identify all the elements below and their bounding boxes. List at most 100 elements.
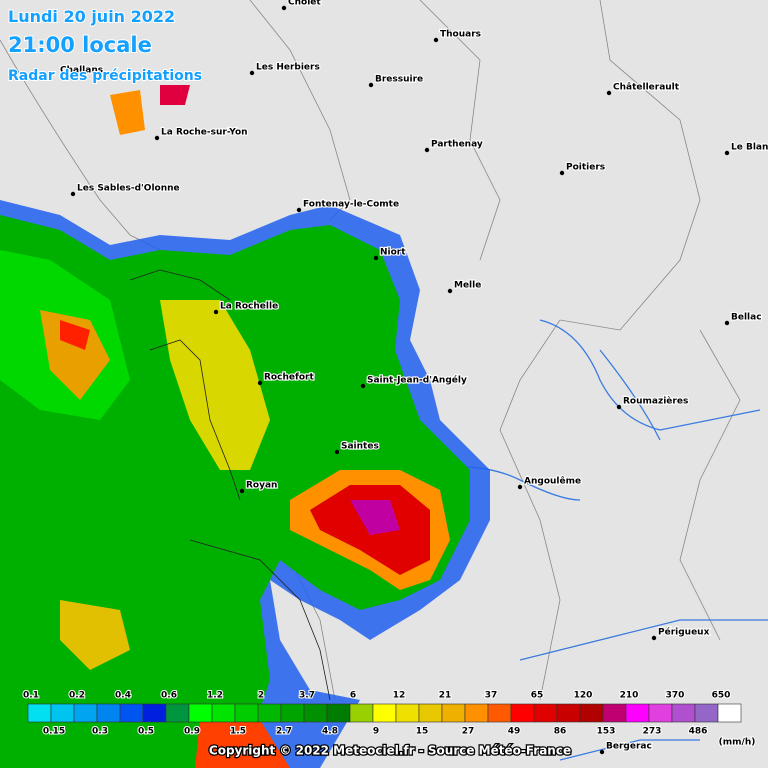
city-label: La Rochelle (220, 302, 278, 312)
city-dot (373, 255, 379, 261)
legend-value: 120 (574, 691, 593, 701)
legend-value: 2.7 (276, 727, 292, 737)
legend-value: 0.1 (23, 691, 39, 701)
legend-swatch (533, 703, 558, 723)
product-title: Radar des précipitations (8, 68, 202, 84)
city-label: Les Herbiers (256, 63, 320, 73)
city-dot (559, 170, 565, 176)
city-dot (296, 207, 302, 213)
city-label: Bressuire (375, 75, 423, 85)
legend-swatch (372, 703, 397, 723)
legend-value: 486 (689, 727, 708, 737)
legend-swatch (671, 703, 696, 723)
legend-value: 6 (350, 691, 356, 701)
legend-swatch (326, 703, 351, 723)
city-label: La Roche-sur-Yon (161, 128, 248, 138)
legend-value: 0.15 (43, 727, 65, 737)
legend-value: 0.2 (69, 691, 85, 701)
legend-value: 9 (373, 727, 379, 737)
legend-value: 0.6 (161, 691, 177, 701)
city-dot (724, 150, 730, 156)
city-label: Les Sables-d'Olonne (77, 184, 180, 194)
legend-swatch (464, 703, 489, 723)
legend-swatch (73, 703, 98, 723)
city-dot (360, 383, 366, 389)
legend-swatch (96, 703, 121, 723)
legend-value: 27 (462, 727, 475, 737)
legend-value: 273 (643, 727, 662, 737)
legend-value: 4.8 (322, 727, 338, 737)
city-dot (651, 635, 657, 641)
radar-echoes (0, 85, 490, 768)
legend-swatch (142, 703, 167, 723)
city-label: Royan (246, 481, 277, 491)
city-dot (368, 82, 374, 88)
date-title: Lundi 20 juin 2022 (8, 7, 175, 26)
legend-unit: (mm/h) (719, 738, 756, 748)
legend-swatch (487, 703, 512, 723)
city-dot (154, 135, 160, 141)
city-dot (249, 70, 255, 76)
city-label: Le Blanc (731, 143, 768, 153)
legend-value: 37 (485, 691, 498, 701)
city-label: Angoulême (524, 476, 581, 487)
legend-swatch (717, 703, 742, 723)
city-label: Bergerac (606, 742, 652, 752)
legend-value: 370 (666, 691, 685, 701)
legend-swatch (257, 703, 282, 723)
city-label: Niort (380, 248, 406, 258)
city-dot (213, 309, 219, 315)
city-dot (606, 90, 612, 96)
legend-value: 21 (439, 691, 452, 701)
cities: Cholet Thouars Challans Les Herbiers Bressui… (59, 0, 768, 755)
legend-value: 2 (258, 691, 264, 701)
legend-value: 65 (531, 691, 544, 701)
city-dot (447, 288, 453, 294)
legend-swatch (602, 703, 627, 723)
city-label: Challans (60, 66, 103, 76)
city-dot (70, 191, 76, 197)
outline-borders (129, 269, 331, 701)
legend-swatch (510, 703, 535, 723)
legend-swatch (349, 703, 374, 723)
city-dot (517, 484, 523, 490)
city-dot (433, 37, 439, 43)
legend-swatch (441, 703, 466, 723)
legend: 0.1 0.15 0.2 0.3 0.4 0.5 0.6 0.9 1.2 1.5 2 2.7 3.7 4.… (22, 690, 756, 749)
legend-swatch (694, 703, 719, 723)
legend-value: 49 (508, 727, 521, 737)
city-label: Bellac (731, 313, 762, 323)
city-label: Thouars (440, 30, 481, 40)
legend-swatch (648, 703, 673, 723)
legend-value: 0.9 (184, 727, 200, 737)
legend-value: 650 (712, 691, 731, 701)
legend-swatch (50, 703, 75, 723)
city-dot (599, 749, 605, 755)
legend-value: 0.5 (138, 727, 154, 737)
city-label: Rochefort (264, 373, 314, 383)
legend-value: 210 (620, 691, 639, 701)
city-dot (724, 320, 730, 326)
legend-value: 0.3 (92, 727, 108, 737)
city-dot (424, 147, 430, 153)
header: Lundi 20 juin 2022 21:00 locale Radar de… (7, 6, 203, 85)
city-label: Poitiers (566, 163, 605, 173)
legend-swatch (625, 703, 650, 723)
time-title: 21:00 locale (8, 33, 152, 57)
legend-swatch (27, 703, 52, 723)
legend-swatch (418, 703, 443, 723)
city-label: Parthenay (431, 140, 483, 150)
legend-swatch (234, 703, 259, 723)
legend-value: 153 (597, 727, 616, 737)
city-label: Roumazières (623, 396, 688, 407)
legend-swatch (165, 703, 190, 723)
legend-swatch (119, 703, 144, 723)
legend-swatch (556, 703, 581, 723)
legend-value: 3.7 (299, 691, 315, 701)
city-label: Cholet (288, 0, 321, 8)
city-dot (257, 380, 263, 386)
legend-value: 12 (393, 691, 406, 701)
legend-swatch (280, 703, 305, 723)
